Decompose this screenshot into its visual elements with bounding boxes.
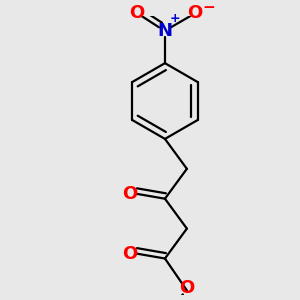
Text: O: O (122, 185, 138, 203)
Text: O: O (179, 279, 194, 297)
Text: O: O (187, 4, 202, 22)
Text: +: + (169, 12, 180, 25)
Text: −: − (202, 0, 215, 15)
Text: O: O (129, 4, 145, 22)
Text: O: O (122, 244, 138, 262)
Text: N: N (158, 22, 172, 40)
